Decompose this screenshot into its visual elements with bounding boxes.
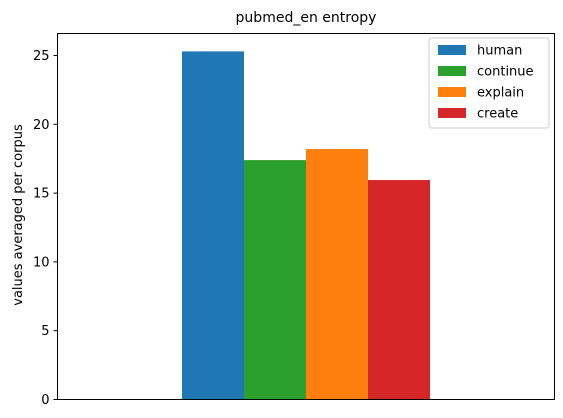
legend-swatch-create: [438, 108, 466, 118]
legend-label-human: human: [477, 44, 522, 59]
bar-continue: [244, 160, 306, 400]
legend-label-continue: continue: [477, 65, 534, 80]
legend: human continue explain create: [428, 37, 550, 129]
legend-box: [428, 37, 550, 129]
y-axis-ticks: 0 5 10 15 20 25: [33, 49, 58, 408]
y-tick-label: 10: [33, 255, 50, 270]
legend-label-explain: explain: [477, 86, 524, 101]
y-axis-label: values averaged per corpus: [11, 124, 26, 306]
chart-title: pubmed_en entropy: [236, 10, 377, 26]
bar-create: [368, 180, 430, 400]
y-tick-label: 25: [33, 49, 50, 64]
legend-swatch-human: [438, 45, 466, 55]
plot-frame: [57, 33, 555, 400]
bar-human: [182, 51, 244, 400]
legend-swatch-explain: [438, 87, 466, 97]
legend-swatch-continue: [438, 66, 466, 76]
y-tick-label: 15: [33, 187, 50, 202]
y-tick-label: 5: [41, 324, 49, 339]
y-tick-label: 20: [33, 118, 50, 133]
y-tick-label: 0: [41, 393, 49, 408]
bars-group: [182, 51, 430, 400]
legend-label-create: create: [477, 107, 518, 122]
bar-explain: [306, 149, 368, 400]
